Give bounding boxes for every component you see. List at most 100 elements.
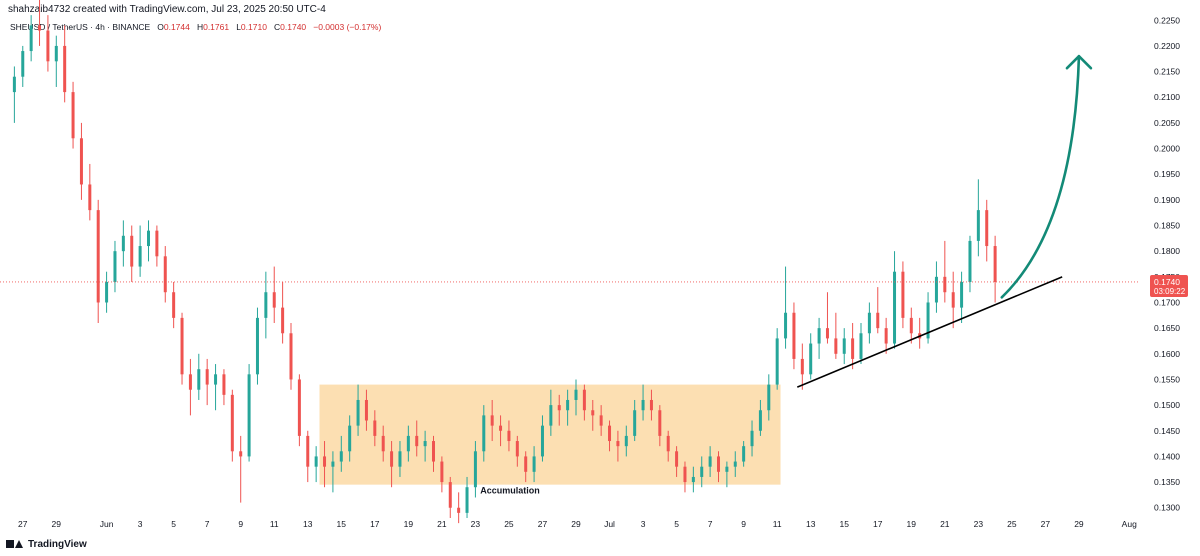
candle-up <box>138 246 142 267</box>
time-tick-label: Jun <box>100 519 114 529</box>
time-tick-label: 13 <box>806 519 816 529</box>
price-tick-label: 0.2100 <box>1154 92 1180 102</box>
time-tick-label: 29 <box>52 519 62 529</box>
candle-down <box>499 425 503 431</box>
candle-down <box>515 441 519 457</box>
candle-down <box>415 435 419 447</box>
time-tick-label: 25 <box>504 519 514 529</box>
open-label: O <box>157 22 164 32</box>
price-tick-label: 0.2050 <box>1154 118 1180 128</box>
candle-up <box>21 51 25 77</box>
candle-up <box>314 456 318 467</box>
candle-up <box>197 369 201 390</box>
candle-down <box>38 25 42 31</box>
candle-up <box>540 425 544 457</box>
candle-down <box>364 399 368 421</box>
time-tick-label: 3 <box>138 519 143 529</box>
candle-up <box>356 399 360 426</box>
candle-up <box>893 271 897 344</box>
time-tick-label: 11 <box>270 519 279 529</box>
candle-up <box>348 425 352 452</box>
candle-down <box>155 230 159 257</box>
time-tick-label: Aug <box>1122 519 1137 529</box>
candle-up <box>121 235 125 252</box>
price-tick-label: 0.1950 <box>1154 169 1180 179</box>
candle-down <box>599 415 603 426</box>
accumulation-zone-layer: Accumulation <box>319 384 781 496</box>
candle-down <box>172 292 176 318</box>
candle-down <box>909 317 913 334</box>
time-tick-label: 23 <box>974 519 984 529</box>
price-axis[interactable]: 0.2250 0.2200 0.2150 0.2100 0.2050 0.2000 0.19… <box>1150 15 1188 513</box>
candle-down <box>432 441 435 462</box>
candle-down <box>448 482 452 508</box>
candle-down <box>272 292 276 308</box>
candle-down <box>289 333 293 380</box>
drawings-layer <box>0 54 1140 388</box>
candle-down <box>373 420 377 436</box>
price-tick-label: 0.1550 <box>1154 374 1180 384</box>
candle-up <box>926 302 930 339</box>
candle-up <box>255 317 259 375</box>
candle-down <box>834 338 838 354</box>
candle-down <box>390 451 394 467</box>
candle-down <box>163 256 167 293</box>
candle-down <box>884 328 888 344</box>
time-axis[interactable]: 27 29 Jun 3 5 7 9 11 13 15 17 19 21 23 25 27 29 Jul 3 5 7 9 11… <box>18 519 1137 529</box>
candle-up <box>549 405 553 426</box>
price-tick-label: 0.1850 <box>1154 221 1180 231</box>
candle-down <box>457 507 461 513</box>
candle-down <box>507 430 511 442</box>
price-tick-label: 0.1650 <box>1154 323 1180 333</box>
candle-up <box>725 466 729 472</box>
candle-up <box>482 415 486 452</box>
candle-down <box>381 435 385 452</box>
accumulation-label: Accumulation <box>480 486 540 496</box>
time-tick-label: 7 <box>205 519 210 529</box>
candle-down <box>130 235 134 267</box>
price-tick-label: 0.1500 <box>1154 400 1180 410</box>
candle-down <box>591 410 595 416</box>
footer-brand[interactable]: TradingView <box>6 538 87 550</box>
candle-down <box>616 441 620 447</box>
candle-down <box>666 435 670 452</box>
candle-down <box>88 184 92 211</box>
candle-down <box>582 389 586 411</box>
candle-up <box>532 456 536 472</box>
price-tick-label: 0.1350 <box>1154 477 1180 487</box>
candle-up <box>691 476 695 483</box>
candle-up <box>264 292 268 318</box>
candle-down <box>943 276 947 293</box>
candle-up <box>976 210 980 241</box>
candle-up <box>465 487 469 513</box>
candle-down <box>63 45 67 93</box>
time-tick-label: 15 <box>840 519 850 529</box>
candle-up <box>641 399 645 411</box>
low-value: 0.1710 <box>240 22 267 32</box>
time-tick-label: 27 <box>1041 519 1051 529</box>
candle-down <box>876 312 880 329</box>
candle-up <box>113 251 117 282</box>
time-tick-label: 9 <box>741 519 746 529</box>
candle-down <box>608 425 612 442</box>
price-tick-label: 0.2250 <box>1154 15 1180 25</box>
candle-up <box>398 451 402 467</box>
candle-up <box>12 76 16 93</box>
candle-up <box>247 374 251 457</box>
price-tick-label: 0.1900 <box>1154 195 1180 205</box>
projection-arrow <box>1000 54 1081 299</box>
price-tick-label: 0.1450 <box>1154 426 1180 436</box>
low-label: L <box>236 22 241 32</box>
candle-up <box>809 343 813 375</box>
symbol-label[interactable]: SHEUSD / TetherUS · 4h · BINANCE <box>10 22 151 32</box>
price-tick-label: 0.2150 <box>1154 67 1180 77</box>
time-tick-label: 5 <box>674 519 679 529</box>
time-tick-label: 29 <box>571 519 581 529</box>
high-value: 0.1761 <box>203 22 230 32</box>
candle-down <box>440 461 444 483</box>
candle-up <box>214 374 218 385</box>
candle-down <box>951 292 955 308</box>
candle-down <box>557 405 561 411</box>
candle-up <box>633 410 637 436</box>
